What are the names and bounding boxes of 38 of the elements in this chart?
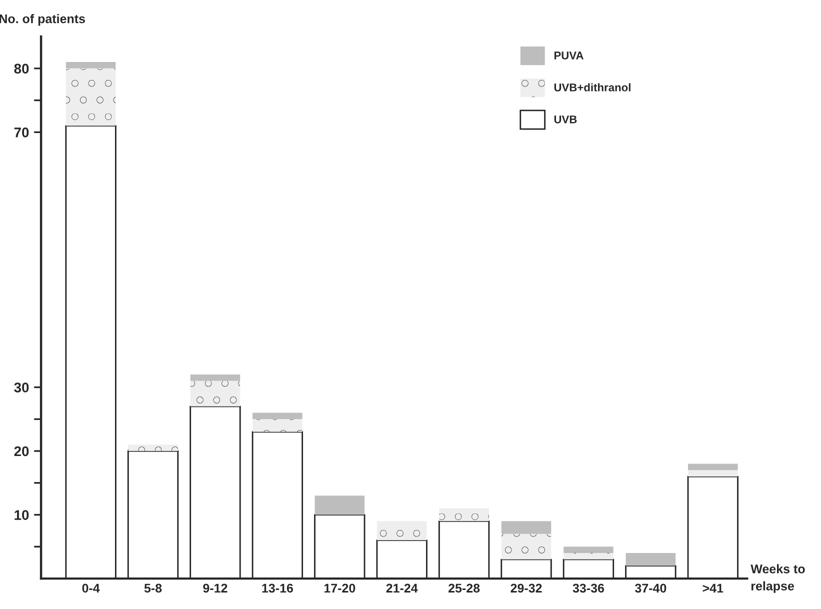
bar <box>688 470 738 477</box>
bar <box>376 521 427 540</box>
x-tick-label: 17-20 <box>324 584 356 593</box>
legend-label: UVB <box>554 116 577 124</box>
x-tick-label: 21-24 <box>386 584 418 592</box>
y-tick-label: 10 <box>14 510 29 520</box>
bar <box>252 412 302 420</box>
bar <box>688 464 738 470</box>
bar <box>190 374 240 381</box>
bar <box>66 68 116 126</box>
y-tick-label: 30 <box>14 382 29 392</box>
x-tick-label: 13-16 <box>262 584 293 593</box>
x-tick-label: 25-28 <box>448 584 480 593</box>
legend-label: PUVA <box>554 52 584 60</box>
bar <box>626 553 676 566</box>
y-tick-label: 70 <box>14 128 29 138</box>
bar <box>501 521 552 534</box>
x-tick-label: 33-36 <box>572 584 604 593</box>
y-tick-label: 80 <box>14 64 29 74</box>
x-tick-label: 0-4 <box>82 584 100 593</box>
bar <box>314 496 365 515</box>
x-axis-title: Weeks to relapse <box>750 564 805 593</box>
bar <box>564 553 614 560</box>
bar <box>190 380 240 406</box>
y-axis-title: No. of patients <box>0 14 85 26</box>
bar <box>501 534 552 560</box>
bar <box>128 444 178 452</box>
bar <box>66 62 116 68</box>
bar <box>439 508 489 522</box>
legend-label: UVB+dithranol <box>554 83 630 92</box>
x-tick-label: 29-32 <box>510 584 542 593</box>
x-tick-label: >41 <box>702 584 724 592</box>
y-tick-label: 20 <box>14 446 29 456</box>
x-tick-label: 5-8 <box>144 584 162 593</box>
bar <box>564 546 614 554</box>
x-tick-label: 37-40 <box>634 584 666 593</box>
x-tick-label: 9-12 <box>203 584 228 593</box>
bar <box>252 419 302 432</box>
